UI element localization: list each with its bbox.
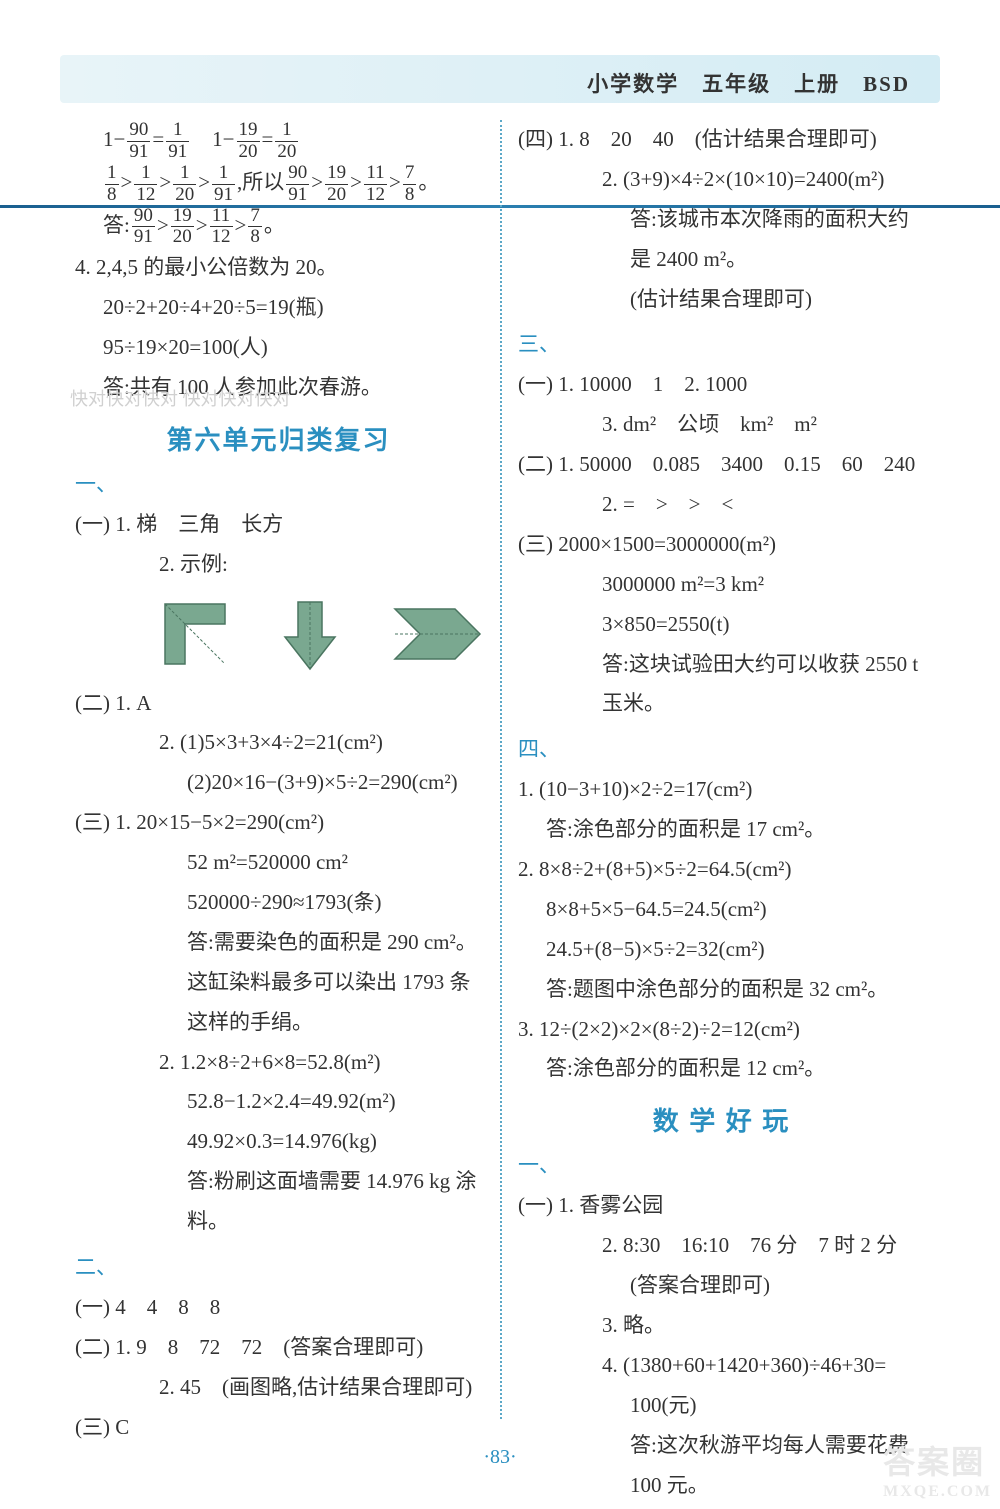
- r4a-3b: 答:涂色部分的面积是 12 cm²。: [518, 1049, 925, 1089]
- section-one: 一、: [75, 465, 482, 505]
- rb-1: (一) 1. 香雾公园: [518, 1186, 925, 1226]
- shapes-row: [75, 585, 482, 684]
- r3-2b: 2. = > > <: [518, 485, 925, 525]
- p4-line3: 95÷19×20=100(人): [75, 328, 482, 368]
- s3-1b: 52 m²=520000 cm²: [75, 843, 482, 883]
- section-two: 二、: [75, 1248, 482, 1288]
- unit-6-title: 第六单元归类复习: [75, 420, 482, 457]
- watermark-1: 快对快对快对 快对快对快对: [70, 388, 291, 411]
- r4a-2: 2. 8×8÷2+(8+5)×5÷2=64.5(cm²): [518, 850, 925, 890]
- p4-line2: 20÷2+20÷4+20÷5=19(瓶): [75, 288, 482, 328]
- s1-1: (一) 1. 梯 三角 长方: [75, 505, 482, 545]
- content: 1−9091=191 1−1920=120 18>112>120>191,所以9…: [75, 120, 925, 1439]
- r4-2b: 答:该城市本次降雨的面积大约是 2400 m²。: [518, 200, 925, 280]
- s3-2c: 49.92×0.3=14.976(kg): [75, 1122, 482, 1162]
- corner-watermark: 答案圈 MXQE.COM: [883, 1437, 992, 1501]
- right-column: (四) 1. 8 20 40 (估计结果合理即可) 2. (3+9)×4÷2×(…: [500, 120, 925, 1439]
- inequality-line-1: 18>112>120>191,所以9091>1920>1112>78。: [75, 163, 482, 206]
- r4a-2b: 8×8+5×5−64.5=24.5(cm²): [518, 890, 925, 930]
- rb-2b: (答案合理即可): [518, 1266, 925, 1306]
- s3-2d: 答:粉刷这面墙需要 14.976 kg 涂料。: [75, 1162, 482, 1242]
- fraction-eq-1: 1−9091=191 1−1920=120: [75, 120, 482, 163]
- s3-1: (三) 1. 20×15−5×2=290(cm²): [75, 803, 482, 843]
- s1-2: 2. 示例:: [75, 545, 482, 585]
- s3-2: 2. 1.2×8÷2+6×8=52.8(m²): [75, 1043, 482, 1083]
- r3-2: (二) 1. 50000 0.085 3400 0.15 60 240: [518, 445, 925, 485]
- t3: (三) C: [75, 1408, 482, 1448]
- rb-4b: 100(元): [518, 1386, 925, 1426]
- s3-1c: 520000÷290≈1793(条): [75, 883, 482, 923]
- r3-3d: 答:这块试验田大约可以收获 2550 t 玉米。: [518, 645, 925, 725]
- section-three: 三、: [518, 325, 925, 365]
- s3-1d: 答:需要染色的面积是 290 cm²。这缸染料最多可以染出 1793 条这样的手…: [75, 923, 482, 1043]
- r4a-1b: 答:涂色部分的面积是 17 cm²。: [518, 810, 925, 850]
- rb-4: 4. (1380+60+1420+360)÷46+30=: [518, 1346, 925, 1386]
- r3-3b: 3000000 m²=3 km²: [518, 565, 925, 605]
- section-one-b: 一、: [518, 1146, 925, 1186]
- section-four: 四、: [518, 730, 925, 770]
- r4a-1: 1. (10−3+10)×2÷2=17(cm²): [518, 770, 925, 810]
- r3-3: (三) 2000×1500=3000000(m²): [518, 525, 925, 565]
- r4-1: (四) 1. 8 20 40 (估计结果合理即可): [518, 120, 925, 160]
- math-fun-title: 数 学 好 玩: [518, 1101, 925, 1138]
- shape-2-arrow-down: [280, 597, 340, 672]
- r3-1: (一) 1. 10000 1 2. 1000: [518, 365, 925, 405]
- r4-2c: (估计结果合理即可): [518, 280, 925, 320]
- r3-3c: 3×850=2550(t): [518, 605, 925, 645]
- problem-4: 4. 2,4,5 的最小公倍数为 20。: [75, 248, 482, 288]
- s2-2: 2. (1)5×3+3×4÷2=21(cm²): [75, 723, 482, 763]
- shape-1: [160, 599, 230, 669]
- t2: (二) 1. 9 8 72 72 (答案合理即可): [75, 1328, 482, 1368]
- r4-2: 2. (3+9)×4÷2×(10×10)=2400(m²): [518, 160, 925, 200]
- r4a-2c: 24.5+(8−5)×5÷2=32(cm²): [518, 930, 925, 970]
- left-column: 1−9091=191 1−1920=120 18>112>120>191,所以9…: [75, 120, 500, 1439]
- t1: (一) 4 4 8 8: [75, 1288, 482, 1328]
- r4a-3: 3. 12÷(2×2)×2×(8÷2)÷2=12(cm²): [518, 1010, 925, 1050]
- rb-2: 2. 8:30 16:10 76 分 7 时 2 分: [518, 1226, 925, 1266]
- s3-2b: 52.8−1.2×2.4=49.92(m²): [75, 1082, 482, 1122]
- t2-2: 2. 45 (画图略,估计结果合理即可): [75, 1368, 482, 1408]
- r3-1c: 3. dm² 公顷 km² m²: [518, 405, 925, 445]
- r4a-2d: 答:题图中涂色部分的面积是 32 cm²。: [518, 970, 925, 1010]
- shape-3-chevron: [390, 604, 485, 664]
- page-number: ·83·: [0, 1446, 1000, 1469]
- s2-2b: (2)20×16−(3+9)×5÷2=290(cm²): [75, 763, 482, 803]
- header-text: 小学数学 五年级 上册 BSD: [587, 68, 910, 98]
- s2-1: (二) 1. A: [75, 684, 482, 724]
- rb-3: 3. 略。: [518, 1306, 925, 1346]
- answer-inequality: 答:9091>1920>1112>78。: [75, 206, 482, 249]
